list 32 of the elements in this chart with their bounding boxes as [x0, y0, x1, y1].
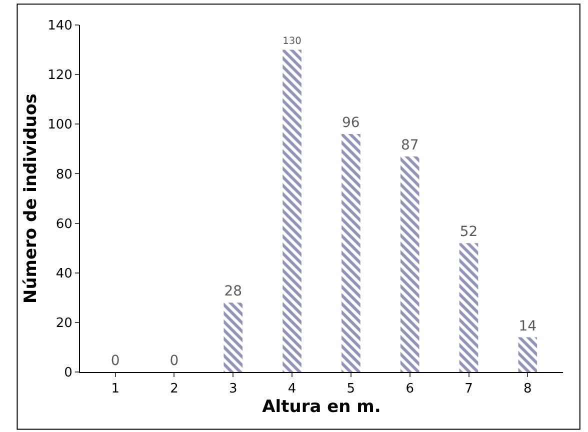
y-tick-label: 20 [56, 316, 72, 331]
x-tick-label: 7 [464, 382, 473, 397]
data-label: 28 [224, 284, 242, 300]
y-tick-label: 60 [56, 216, 72, 232]
bar [518, 337, 538, 372]
data-label: 96 [342, 115, 360, 132]
x-tick-label: 5 [346, 382, 356, 397]
bar [459, 243, 478, 372]
data-label: 0 [170, 353, 179, 369]
bar [400, 156, 420, 372]
x-tick-label: 4 [288, 382, 296, 397]
y-tick-label: 40 [56, 266, 72, 282]
y-tick-label: 140 [48, 18, 72, 34]
bar [282, 50, 302, 372]
data-label: 87 [400, 137, 419, 154]
y-tick-label: 80 [56, 167, 72, 182]
y-tick-label: 100 [48, 118, 72, 133]
x-tick-label: 6 [406, 382, 414, 397]
data-label: 0 [110, 353, 120, 369]
data-label: 52 [460, 224, 478, 240]
x-tick-label: 8 [524, 382, 532, 397]
x-axis-title: Altura en m. [262, 397, 381, 417]
y-tick-label: 0 [64, 366, 72, 381]
bar [224, 302, 243, 372]
y-axis-title: Número de individuos [21, 93, 42, 304]
x-tick-label: 2 [170, 382, 178, 397]
x-tick-label: 1 [111, 382, 120, 397]
data-label: 130 [282, 36, 302, 47]
y-tick-label: 120 [48, 68, 72, 84]
x-tick-label: 3 [229, 382, 238, 397]
bar [342, 134, 360, 372]
data-label: 14 [518, 318, 537, 334]
